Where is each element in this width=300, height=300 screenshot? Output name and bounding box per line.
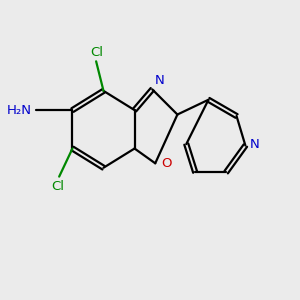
Text: Cl: Cl bbox=[90, 46, 103, 59]
Text: N: N bbox=[154, 74, 164, 87]
Text: N: N bbox=[250, 138, 260, 151]
Text: Cl: Cl bbox=[51, 180, 64, 193]
Text: H₂N: H₂N bbox=[7, 103, 32, 117]
Text: O: O bbox=[161, 157, 172, 170]
